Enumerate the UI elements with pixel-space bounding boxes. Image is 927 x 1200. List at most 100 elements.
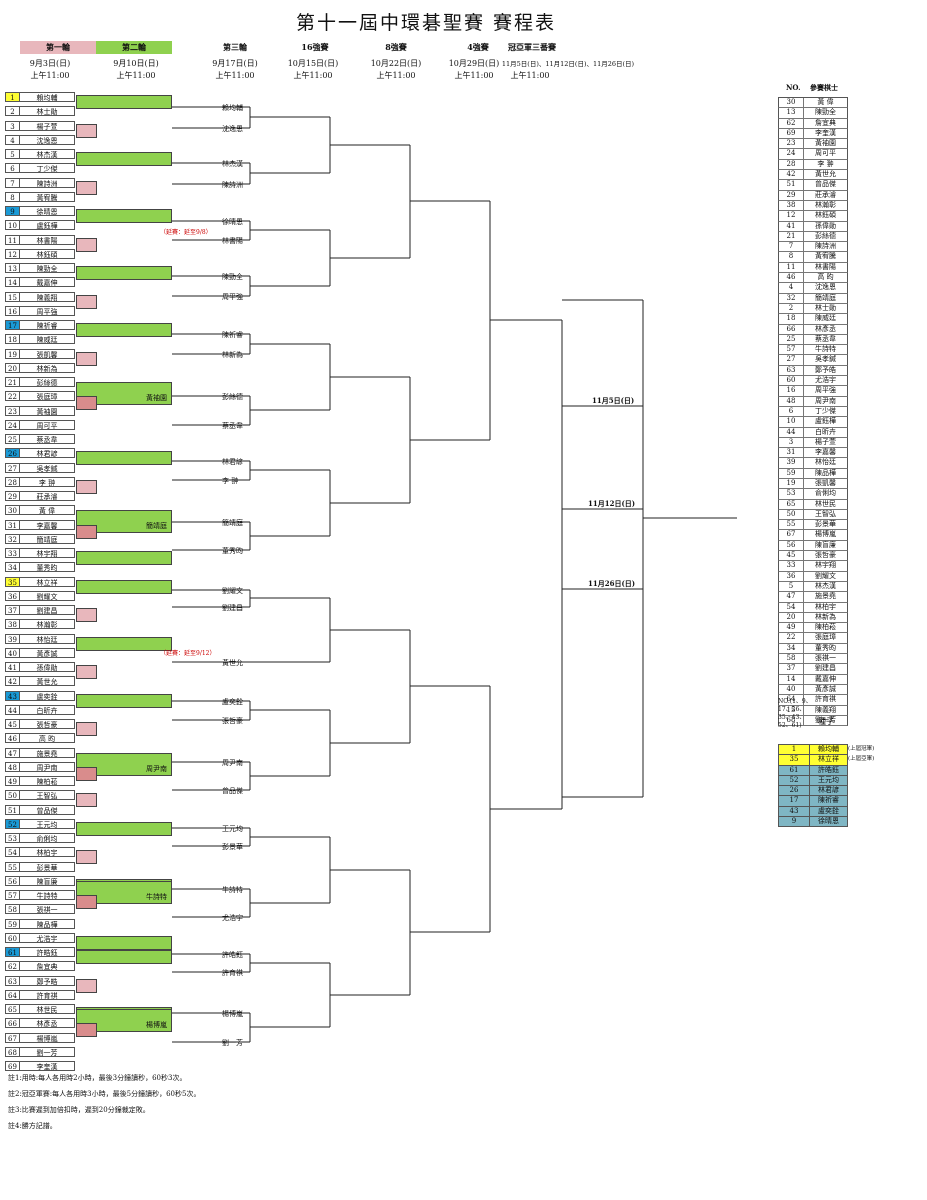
player-list-no: 16 — [779, 386, 804, 396]
player-list-name: 簡靖庭 — [815, 293, 836, 302]
draw-player-name: 陳義翔 — [20, 291, 75, 302]
seed-name: 林立祥 — [818, 755, 839, 764]
draw-number: 2 — [5, 106, 20, 117]
player-list-no: 50 — [779, 509, 804, 520]
draw-number: 27 — [5, 462, 20, 473]
round-1-label: 第一輪 — [20, 41, 96, 54]
player-list-name: 俞俐均 — [815, 489, 836, 498]
draw-player-name: 周尹南 — [20, 761, 75, 772]
player-list-no: 44 — [779, 427, 804, 437]
player-list-name: 林世民 — [815, 499, 836, 508]
player-list-name: 張祺一 — [815, 654, 836, 663]
draw-player-name: 尤浩宇 — [20, 932, 75, 943]
player-list-no: 63 — [779, 365, 804, 376]
draw-player-name: 周可平 — [20, 419, 75, 430]
player-list-name: 王智弘 — [815, 509, 836, 518]
player-list-row: 69 李奎漢 — [778, 128, 848, 140]
player-list-row: 19 張凱馨 — [778, 478, 848, 490]
player-list-row: 57 牛詩特 — [778, 345, 848, 356]
seed-legend: 1 賴均輔 (上屆冠軍) 35 林立祥 (上屆亞軍) 61 許皓鈺 52 王元均 26 林君諺 17 陳祈… — [778, 744, 874, 828]
round-final-date: 11月5日(日)、11月12日(日)、11月26日(日) — [501, 60, 635, 68]
round-3-player: 周平強 — [222, 293, 243, 301]
player-list-name: 陳義翔 — [815, 705, 836, 714]
draw-number: 61 — [5, 947, 20, 957]
round-3-date: 9月17日(日) — [212, 59, 258, 68]
round-8-label: 8強賽 — [385, 42, 407, 52]
final-game-2-date: 11月12日(日) — [588, 499, 636, 508]
delay-note: （延賽：延至9/12） — [160, 650, 216, 657]
footnote: 註3:比賽遲到加倍扣時，遲到20分鐘裁定敗。 — [8, 1106, 150, 1114]
draw-player-name: 陳柏菘 — [20, 776, 75, 786]
player-list-row: 50 王智弘 — [778, 509, 848, 521]
player-list-no: 57 — [779, 345, 804, 355]
seed-name: 徐晴恩 — [818, 817, 839, 826]
draw-number: 15 — [5, 291, 20, 302]
player-list-row: 45 張哲豪 — [778, 551, 848, 562]
draw-player-name: 陳盲廉 — [20, 875, 75, 886]
player-list-name: 張凱馨 — [815, 478, 836, 487]
draw-player-name: 林瀚彰 — [20, 619, 75, 630]
draw-number: 52 — [5, 818, 20, 829]
player-list-row: 11 林書陽 — [778, 262, 848, 274]
player-list-no: 40 — [779, 684, 804, 695]
draw-number: 40 — [5, 647, 20, 658]
draw-player-name: 黃世允 — [20, 676, 75, 687]
seed-name: 賴均輔 — [818, 745, 839, 753]
draw-player-name: 蔡丞韋 — [20, 434, 75, 444]
round-3-player: 蔡丞韋 — [222, 422, 243, 430]
player-list-row: 16 周平強 — [778, 386, 848, 397]
draw-player-name: 林士勛 — [20, 106, 75, 117]
round-match-box — [76, 152, 172, 166]
seed-no: 1 — [779, 745, 810, 755]
player-list-header-no: NO. — [786, 83, 801, 92]
seed-row: 35 林立祥 (上屆亞軍) — [778, 755, 874, 766]
player-list-row: 22 張庭璋 — [778, 633, 848, 644]
round-8-time: 上午11:00 — [376, 71, 416, 80]
player-list-name: 劉耀文 — [815, 571, 836, 580]
round-match-box — [76, 579, 172, 594]
player-list-name: 高 昀 — [817, 273, 834, 282]
player-list-no: 22 — [779, 633, 804, 643]
draw-number: 9 — [5, 206, 20, 216]
draw-number: 3 — [5, 120, 20, 131]
seed-no: 43 — [779, 806, 810, 817]
round-3-player: 尤浩宇 — [222, 914, 243, 922]
player-list-name: 黃世允 — [815, 170, 836, 179]
seed-row: 9 徐晴恩 — [778, 817, 848, 828]
draw-number: 41 — [5, 662, 20, 672]
player-list-no: 58 — [779, 654, 804, 664]
draw-number: 67 — [5, 1032, 20, 1043]
draw-number: 50 — [5, 790, 20, 801]
player-list-name: 施景堯 — [815, 592, 836, 601]
player-list-row: 30 黃 偉 — [778, 98, 848, 109]
round-3-player: 周尹南 — [222, 759, 243, 767]
player-list-name: 尤浩宇 — [815, 376, 836, 385]
seed-row: 17 陳祈睿 — [778, 796, 848, 807]
player-list-row: 60 尤浩宇 — [778, 376, 848, 387]
draw-player-name: 徐晴恩 — [20, 206, 75, 216]
draw-player-name: 董秀昀 — [20, 562, 75, 573]
round-1-match-box — [76, 766, 97, 781]
round-2-winner: 黃袖園 — [146, 394, 167, 402]
draw-player-name: 張祺一 — [20, 904, 75, 915]
seed-note: (上屆冠軍) — [848, 746, 875, 752]
draw-number: 21 — [5, 377, 20, 387]
player-list-no: 56 — [779, 540, 804, 551]
draw-number: 57 — [5, 890, 20, 900]
player-list-no: 24 — [779, 149, 804, 159]
round-match-box — [76, 850, 97, 865]
round-1-time: 上午11:00 — [30, 71, 70, 80]
draw-number: 58 — [5, 904, 20, 915]
round-match-box — [76, 821, 172, 836]
round-match-box — [76, 636, 172, 651]
player-list-name: 蔡丞韋 — [815, 334, 836, 343]
player-list-no: 23 — [779, 139, 804, 149]
round-16-label: 16強賽 — [301, 42, 329, 52]
player-list-name: 周平強 — [815, 386, 836, 395]
round-match-box — [76, 123, 97, 138]
player-list-no: 10 — [779, 417, 804, 427]
draw-player-name: 劉一芳 — [20, 1046, 75, 1057]
draw-player-name: 彭絲德 — [20, 377, 75, 387]
seed-no: 35 — [779, 755, 810, 765]
player-list-no: 33 — [779, 561, 804, 571]
